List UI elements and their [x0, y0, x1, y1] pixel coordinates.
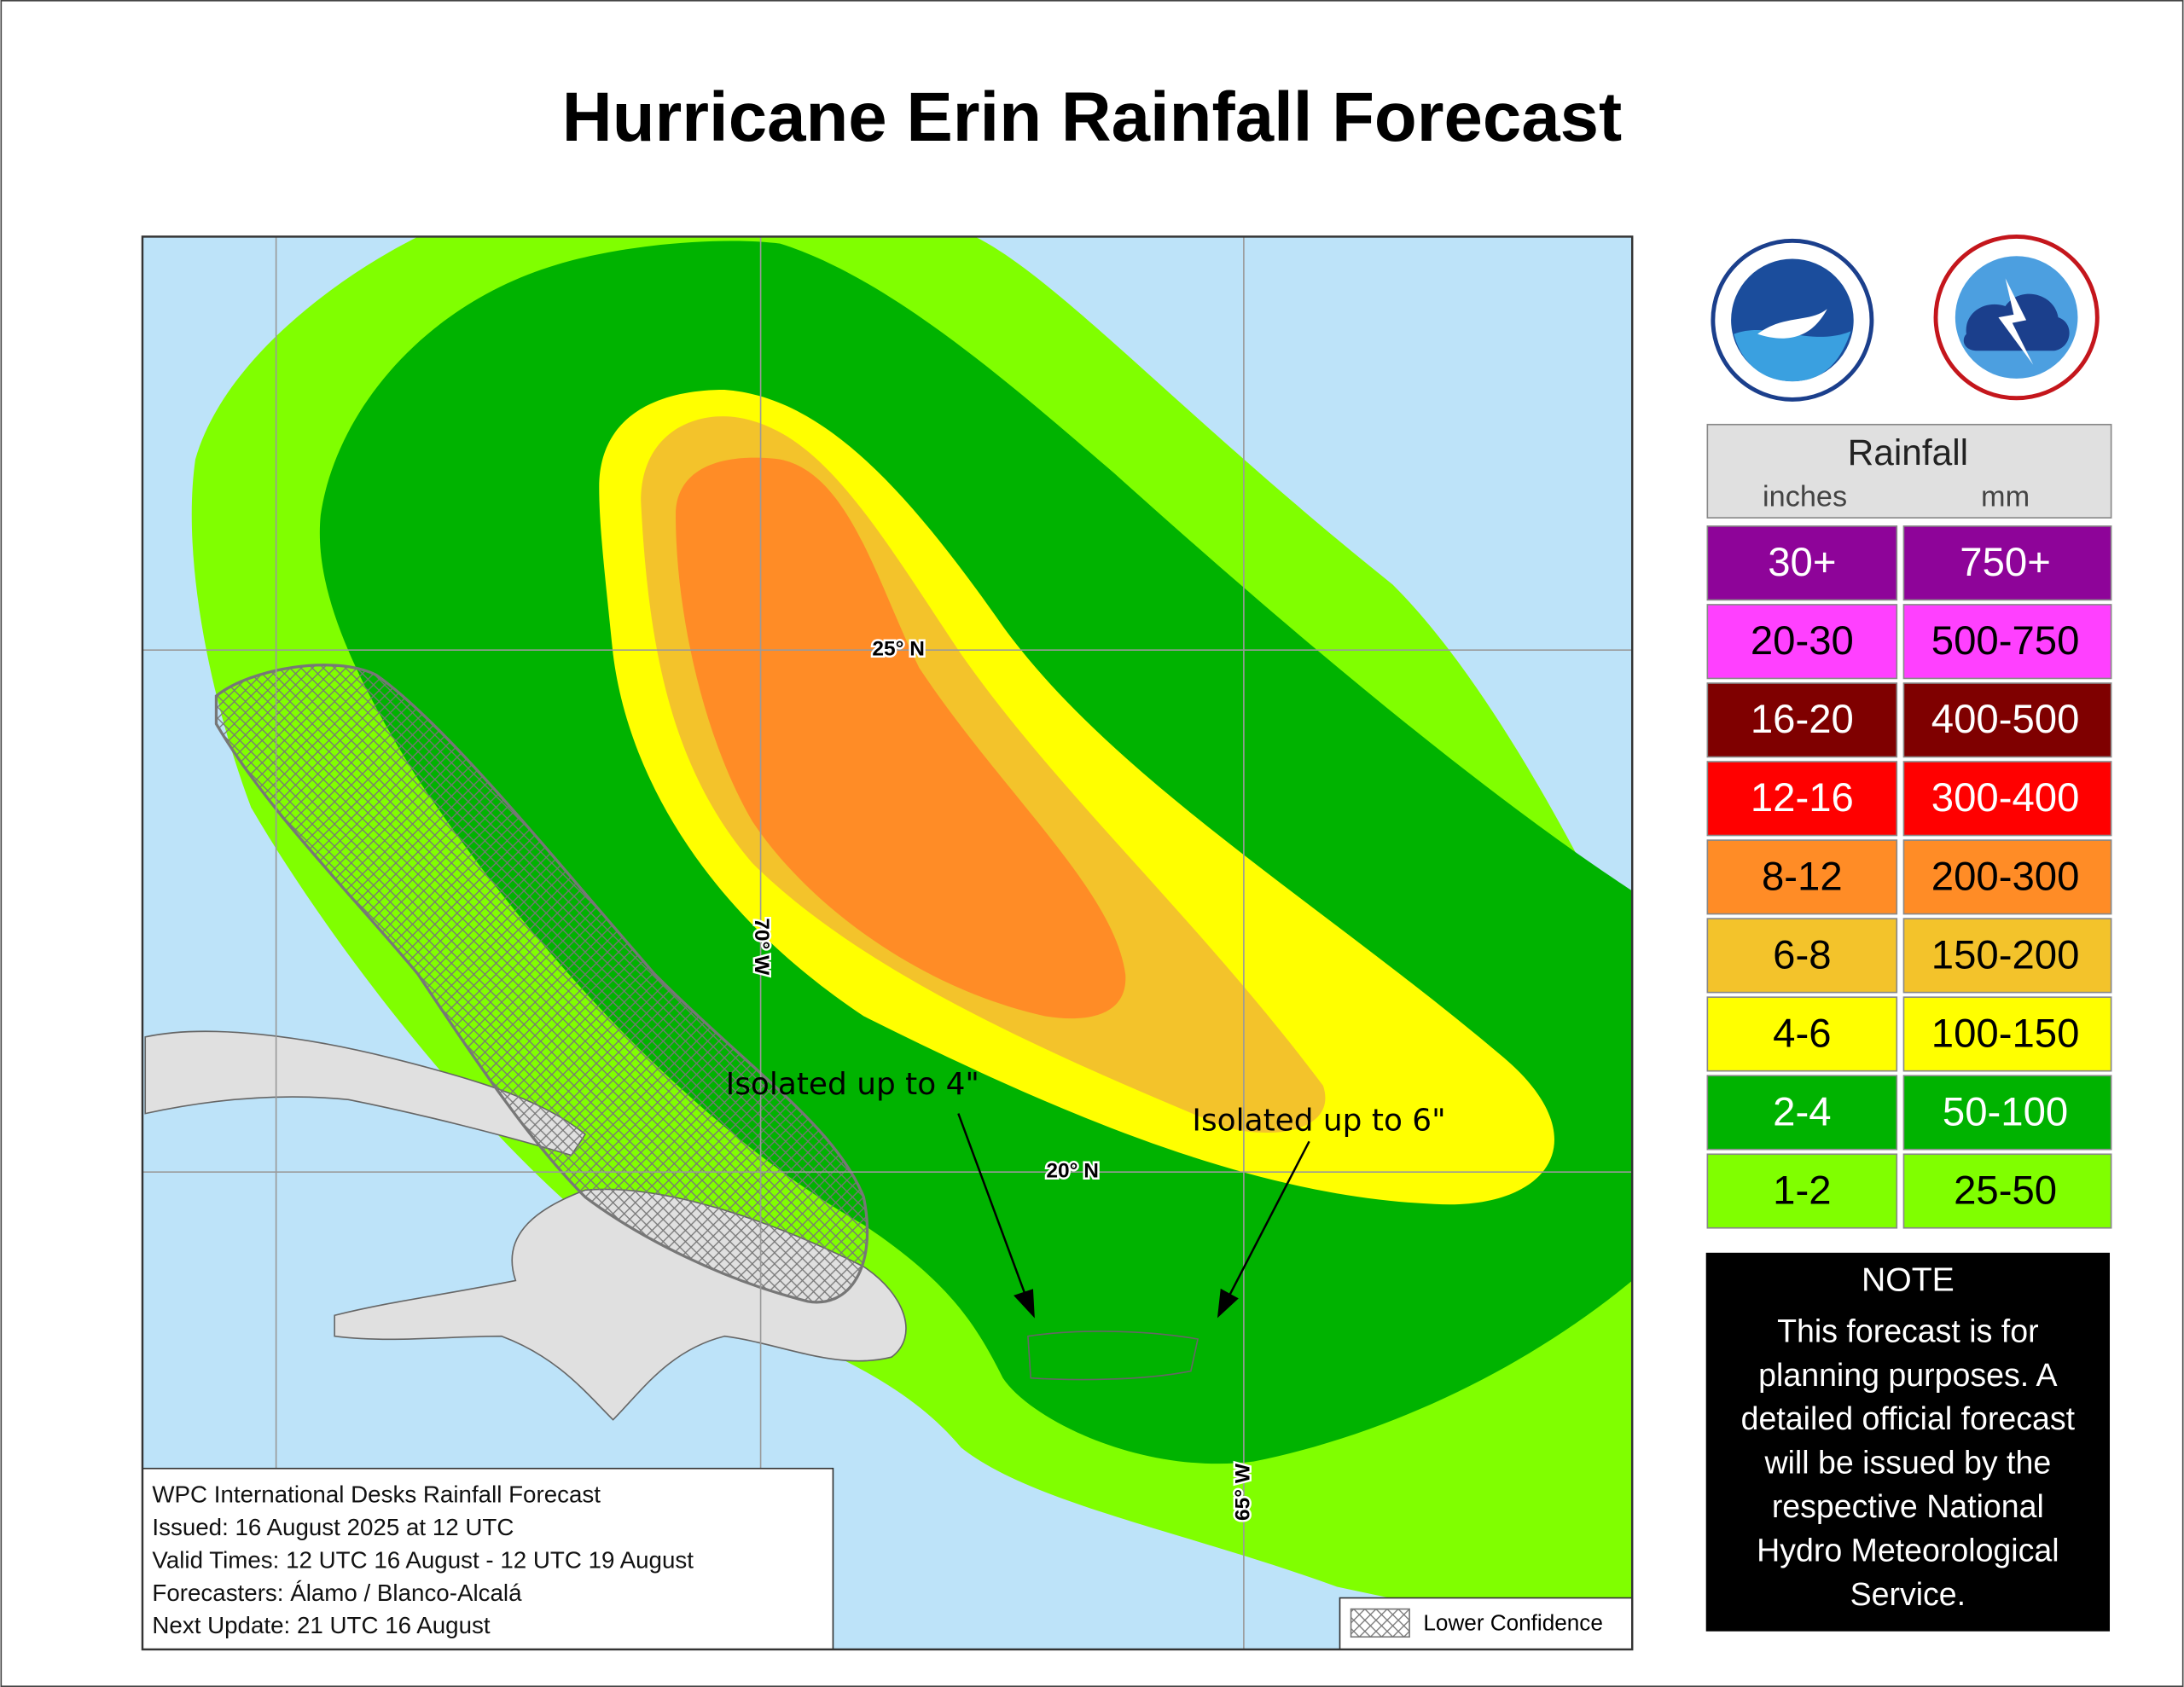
legend-mm: 750+	[1960, 540, 2051, 585]
legend-swatch	[1902, 1153, 2112, 1229]
legend-unit: inches	[1763, 480, 1847, 513]
legend-inches: 12-16	[1751, 775, 1854, 820]
legend-header	[1706, 423, 2112, 519]
note-line: will be issued by the	[1763, 1445, 2051, 1481]
note-lines: This forecast is for planning purposes. A…	[1741, 1313, 2076, 1611]
info-line: Next Update: 21 UTC 16 August	[152, 1612, 490, 1638]
arrows	[957, 1113, 1310, 1319]
graticule	[142, 236, 1633, 1649]
legend-mm: 25-50	[1954, 1168, 2057, 1213]
legend-inches: 30+	[1768, 540, 1836, 585]
puerto-rico	[1027, 1330, 1199, 1381]
hatch-legend-label: Lower Confidence	[1423, 1609, 1602, 1635]
info-lines: WPC International Desks Rainfall Forecas…	[152, 1481, 694, 1638]
map-frame	[141, 235, 1634, 1651]
info-line: WPC International Desks Rainfall Forecas…	[152, 1481, 601, 1508]
info-line: Issued: 16 August 2025 at 12 UTC	[152, 1514, 514, 1540]
legend-mm: 200-300	[1931, 854, 2080, 899]
note-title: NOTE	[1862, 1261, 1955, 1298]
legend-mm: 150-200	[1931, 932, 2080, 977]
note-line: detailed official forecast	[1741, 1400, 2076, 1436]
annotation: Isolated up to 4"	[726, 1067, 979, 1102]
legend-swatch	[1706, 1075, 1898, 1151]
annotation: Isolated up to 6"	[1192, 1103, 1445, 1138]
legend-mm: 50-100	[1943, 1089, 2068, 1134]
legend-inches: 2-4	[1773, 1089, 1831, 1134]
arrowhead	[1217, 1288, 1239, 1319]
grid-label: 20° N	[1046, 1160, 1098, 1183]
nws-logo	[1933, 234, 2100, 401]
legend-swatch	[1902, 839, 2112, 915]
legend-mm: 100-150	[1931, 1011, 2080, 1056]
noaa-bird	[1757, 309, 1827, 339]
info-line: Valid Times: 12 UTC 16 August - 12 UTC 1…	[152, 1546, 694, 1573]
hatch-swatch	[1350, 1608, 1410, 1638]
nws-cloud	[1963, 293, 2070, 351]
noaa-wave	[1734, 329, 1851, 382]
legend-swatch	[1902, 918, 2112, 994]
note-line: respective National	[1772, 1488, 2044, 1524]
legend-title: Rainfall	[1848, 432, 1968, 472]
rain-8-12	[676, 457, 1126, 1019]
note-line: This forecast is for	[1777, 1313, 2038, 1348]
note-line: Hydro Meteorological	[1757, 1532, 2059, 1568]
legend-rows: 30+ 750+ 20-30 500-750 16-20 400-500 12-16 300-…	[1706, 525, 2112, 1229]
legend-inches: 16-20	[1751, 697, 1854, 742]
note-line: planning purposes. A	[1758, 1357, 2057, 1393]
legend-swatch	[1902, 682, 2112, 758]
noaa-logo	[1711, 238, 1874, 402]
legend-mm: 300-400	[1931, 775, 2080, 820]
legend-swatch	[1706, 525, 1898, 601]
grid-label: 25° N	[872, 638, 924, 661]
legend-swatch	[1706, 996, 1898, 1072]
nws-bolt	[1998, 278, 2034, 365]
legend-inches: 6-8	[1773, 932, 1831, 977]
info-line: Forecasters: Álamo / Blanco-Alcalá	[152, 1580, 522, 1606]
info-box	[142, 1467, 834, 1649]
legend-mm: 500-750	[1931, 618, 2080, 664]
legend-inches: 20-30	[1751, 618, 1854, 664]
arrowhead	[1014, 1289, 1035, 1319]
map: 25° N 70° W 20° N 65° W Isolated up to 4…	[142, 236, 1633, 1649]
legend-swatch	[1706, 918, 1898, 994]
legend-inches: 8-12	[1762, 854, 1843, 899]
legend-unit: mm	[1981, 480, 2030, 513]
note-box	[1705, 1252, 2111, 1632]
legend-swatch	[1902, 761, 2112, 837]
note-line: Service.	[1850, 1576, 1966, 1612]
legend-swatch	[1706, 682, 1898, 758]
lower-confidence-area	[214, 664, 869, 1304]
legend-swatch	[1902, 525, 2112, 601]
grid-label: 70° W	[750, 918, 773, 976]
legend-swatch	[1902, 996, 2112, 1072]
legend-inches: 4-6	[1773, 1011, 1831, 1056]
legend-swatch	[1706, 1153, 1898, 1229]
title: Hurricane Erin Rainfall Forecast	[562, 78, 1622, 156]
arrow	[957, 1113, 1026, 1296]
legend-mm: 400-500	[1931, 697, 2080, 742]
grid-label: 65° W	[1231, 1463, 1254, 1521]
legend-swatch	[1902, 604, 2112, 680]
arrow	[1227, 1140, 1310, 1298]
legend-swatch	[1706, 839, 1898, 915]
legend-swatch	[1706, 761, 1898, 837]
legend-swatch	[1706, 604, 1898, 680]
legend-swatch	[1902, 1075, 2112, 1151]
legend-inches: 1-2	[1773, 1168, 1831, 1213]
